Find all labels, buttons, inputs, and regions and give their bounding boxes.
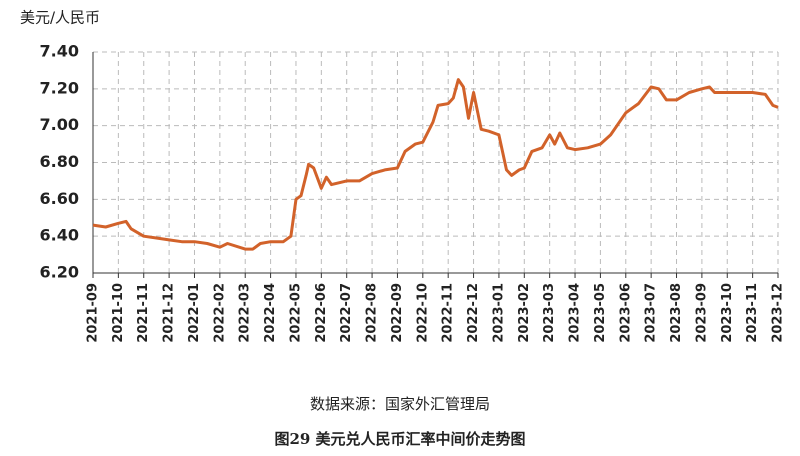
- x-tick-label: 2023-05: [593, 283, 608, 343]
- x-tick-label: 2022-06: [314, 283, 329, 343]
- caption: 图29 美元兑人民币汇率中间价走势图: [274, 430, 525, 448]
- x-tick-label: 2021-12: [162, 283, 177, 343]
- y-tick-label: 6.20: [40, 263, 79, 282]
- x-tick-label: 2022-10: [415, 283, 430, 343]
- x-tick-label: 2023-09: [694, 283, 709, 343]
- x-tick-label: 2022-03: [238, 283, 253, 343]
- y-tick-label: 7.00: [40, 115, 79, 134]
- x-tick-label: 2023-01: [491, 283, 506, 343]
- y-axis-label: 美元/人民币: [20, 9, 100, 27]
- x-tick-label: 2023-10: [720, 283, 735, 343]
- x-tick-label: 2021-10: [111, 283, 126, 343]
- x-tick-label: 2023-03: [542, 283, 557, 343]
- x-tick-label: 2023-12: [771, 283, 786, 343]
- y-tick-label: 7.20: [40, 78, 79, 97]
- x-tick-label: 2022-07: [339, 283, 354, 343]
- x-tick-label: 2023-11: [745, 283, 760, 343]
- x-tick-label: 2022-09: [390, 283, 405, 343]
- y-tick-label: 7.40: [40, 42, 79, 61]
- x-tick-label: 2023-07: [644, 283, 659, 343]
- x-tick-label: 2022-02: [212, 283, 227, 343]
- y-tick-label: 6.80: [40, 152, 79, 171]
- x-tick-label: 2022-04: [263, 283, 278, 343]
- x-tick-label: 2023-08: [669, 283, 684, 343]
- x-tick-label: 2021-09: [86, 283, 101, 343]
- x-tick-label: 2023-02: [517, 283, 532, 343]
- data-line: [92, 78, 779, 251]
- x-tick-label: 2023-06: [618, 283, 633, 343]
- x-tick-label: 2023-04: [568, 283, 583, 343]
- x-tick-label: 2022-05: [288, 283, 303, 343]
- y-tick-label: 6.40: [40, 226, 79, 245]
- x-tick-label: 2021-11: [136, 283, 151, 343]
- y-tick-label: 6.60: [40, 189, 79, 208]
- x-tick-label: 2022-01: [187, 283, 202, 343]
- source-note: 数据来源：国家外汇管理局: [310, 395, 490, 413]
- x-tick-label: 2022-08: [365, 283, 380, 343]
- x-tick-label: 2022-12: [466, 283, 481, 343]
- x-tick-label: 2022-11: [441, 283, 456, 343]
